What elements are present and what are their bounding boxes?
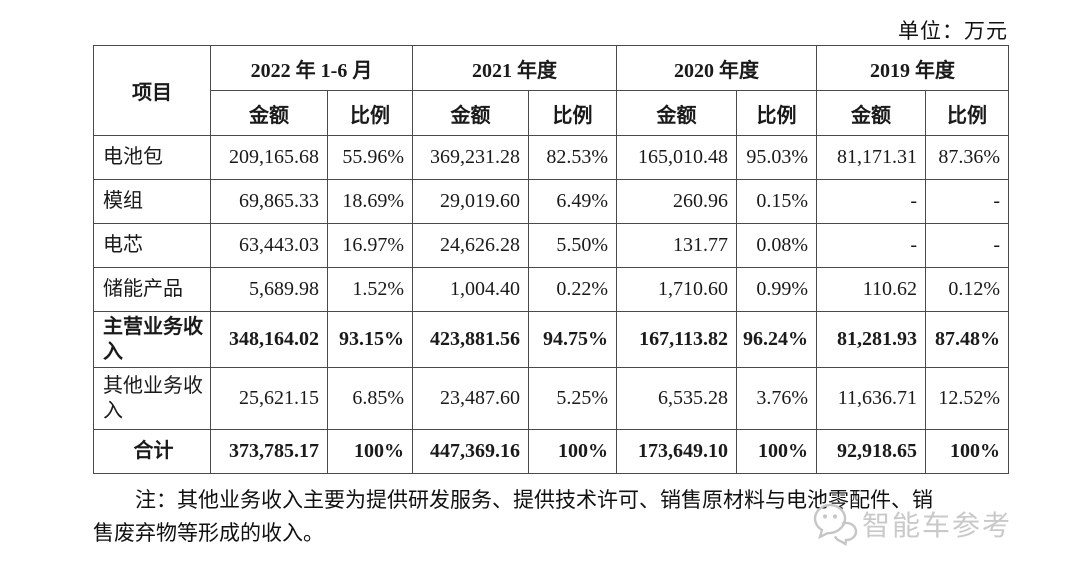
row-label: 其他业务收入 — [93, 367, 211, 430]
table-cell: 0.08% — [736, 223, 818, 268]
table-cell: 6.49% — [528, 179, 618, 224]
table-cell: 373,785.17 — [210, 429, 328, 474]
footnote-line-1: 注：其他业务收入主要为提供研发服务、提供技术许可、销售原材料与电池零配件、销 — [135, 488, 933, 512]
table-cell: 0.15% — [736, 179, 818, 224]
table-cell: 260.96 — [616, 179, 738, 224]
table-cell: 5.25% — [528, 367, 618, 430]
row-label: 主营业务收入 — [93, 311, 211, 368]
table-cell: 92,918.65 — [816, 429, 927, 474]
table-cell: 100% — [736, 429, 818, 474]
table-cell: 1.52% — [326, 267, 414, 312]
table-cell: 69,865.33 — [210, 179, 328, 224]
table-cell: 16.97% — [326, 223, 414, 268]
table-cell: 29,019.60 — [412, 179, 530, 224]
item-column-header: 项目 — [93, 45, 211, 136]
header-row-periods: 项目 2022 年 1-6 月 2021 年度 2020 年度 2019 年度 — [93, 45, 1010, 136]
table-cell: 131.77 — [616, 223, 738, 268]
table-cell: 18.69% — [326, 179, 414, 224]
table-cell: 55.96% — [326, 135, 414, 180]
table-cell: 94.75% — [528, 311, 618, 368]
table-cell: 447,369.16 — [412, 429, 530, 474]
table-cell: 11,636.71 — [816, 367, 927, 430]
table-row-energy-storage: 储能产品 5,689.98 1.52% 1,004.40 0.22% 1,710… — [93, 267, 1010, 312]
row-label: 电芯 — [93, 223, 211, 268]
subcol-amount-2022: 金额 — [210, 90, 328, 136]
subcol-amount-2019: 金额 — [816, 90, 927, 136]
subcol-ratio-2022: 比例 — [326, 90, 414, 136]
table-row-other-business-revenue: 其他业务收入 25,621.15 6.85% 23,487.60 5.25% 6… — [93, 367, 1010, 430]
table-cell: 100% — [925, 429, 1010, 474]
subcol-amount-2020: 金额 — [616, 90, 738, 136]
table-cell: 81,171.31 — [816, 135, 927, 180]
table-cell: 0.99% — [736, 267, 818, 312]
row-label: 模组 — [93, 179, 211, 224]
table-cell: 3.76% — [736, 367, 818, 430]
wechat-icon — [812, 502, 858, 546]
table-cell: 110.62 — [816, 267, 927, 312]
table-cell: 173,649.10 — [616, 429, 738, 474]
table-cell: 423,881.56 — [412, 311, 530, 368]
table-cell: 24,626.28 — [412, 223, 530, 268]
table-cell: 1,004.40 — [412, 267, 530, 312]
table-cell: - — [816, 223, 927, 268]
table-cell: 95.03% — [736, 135, 818, 180]
footnote-line-2: 售废弃物等形成的收入。 — [93, 521, 324, 545]
revenue-breakdown-table: 项目 2022 年 1-6 月 2021 年度 2020 年度 2019 年度 … — [93, 45, 1010, 474]
watermark-text: 智能车参考 — [861, 511, 1012, 542]
table-cell: 5.50% — [528, 223, 618, 268]
table-cell: 81,281.93 — [816, 311, 927, 368]
header-row-subcolumns: 金额 比例 金额 比例 金额 比例 金额 比例 — [94, 90, 1010, 136]
table-cell: 25,621.15 — [210, 367, 328, 430]
row-label: 电池包 — [93, 135, 211, 180]
table-cell: 96.24% — [736, 311, 818, 368]
table-cell: 63,443.03 — [210, 223, 328, 268]
table-row-module: 模组 69,865.33 18.69% 29,019.60 6.49% 260.… — [93, 179, 1010, 224]
table-cell: 209,165.68 — [210, 135, 328, 180]
col-header-2021: 2021 年度 — [412, 45, 618, 91]
table-cell: - — [925, 179, 1010, 224]
table-cell: 5,689.98 — [210, 267, 328, 312]
subcol-ratio-2019: 比例 — [925, 90, 1010, 136]
table-cell: - — [925, 223, 1010, 268]
table-cell: 87.48% — [925, 311, 1010, 368]
table-cell: - — [816, 179, 927, 224]
table-cell: 165,010.48 — [616, 135, 738, 180]
col-header-2022h1: 2022 年 1-6 月 — [209, 45, 414, 91]
watermark: 智能车参考 — [812, 502, 1012, 546]
col-header-2019: 2019 年度 — [816, 45, 1010, 91]
table-row-total: 合计 373,785.17 100% 447,369.16 100% 173,6… — [93, 429, 1010, 474]
table-cell: 0.12% — [925, 267, 1010, 312]
row-label: 储能产品 — [93, 267, 211, 312]
table-cell: 6.85% — [326, 367, 414, 430]
table-row-main-business-revenue: 主营业务收入 348,164.02 93.15% 423,881.56 94.7… — [93, 311, 1010, 368]
table-cell: 100% — [326, 429, 414, 474]
unit-label: 单位：万元 — [898, 19, 1008, 43]
table-cell: 12.52% — [925, 367, 1010, 430]
table-cell: 348,164.02 — [210, 311, 328, 368]
subcol-amount-2021: 金额 — [412, 90, 530, 136]
table-cell: 0.22% — [528, 267, 618, 312]
table-cell: 100% — [528, 429, 618, 474]
table-cell: 369,231.28 — [412, 135, 530, 180]
subcol-ratio-2020: 比例 — [736, 90, 818, 136]
table-cell: 23,487.60 — [412, 367, 530, 430]
footnote: 注：其他业务收入主要为提供研发服务、提供技术许可、销售原材料与电池零配件、销 售… — [93, 484, 1010, 550]
table-row-cell: 电芯 63,443.03 16.97% 24,626.28 5.50% 131.… — [93, 223, 1010, 268]
table-cell: 87.36% — [925, 135, 1010, 180]
table-cell: 6,535.28 — [616, 367, 738, 430]
table-cell: 82.53% — [528, 135, 618, 180]
table-cell: 93.15% — [326, 311, 414, 368]
subcol-ratio-2021: 比例 — [528, 90, 618, 136]
row-label: 合计 — [93, 429, 211, 474]
table-row-battery-pack: 电池包 209,165.68 55.96% 369,231.28 82.53% … — [93, 135, 1010, 180]
table-cell: 167,113.82 — [616, 311, 738, 368]
col-header-2020: 2020 年度 — [616, 45, 818, 91]
table-cell: 1,710.60 — [616, 267, 738, 312]
